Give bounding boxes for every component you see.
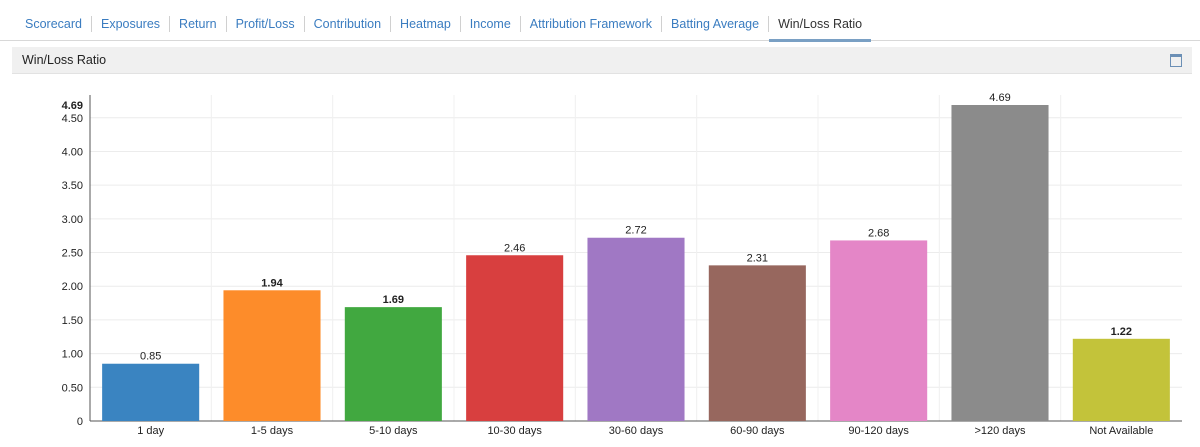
tab-scorecard[interactable]: Scorecard [25,17,82,31]
tab-return[interactable]: Return [169,16,226,32]
bar-3 [344,307,442,421]
bar-9 [1072,338,1170,421]
tab-list: Scorecard Exposures Return Profit/Loss Contr… [16,15,872,42]
bar-data-label: 2.31 [747,252,768,264]
y-tick-label: 0.50 [62,382,83,394]
x-tick-label: 10-30 days [487,425,542,437]
x-tick-label: >120 days [974,425,1026,437]
y-tick-label: 3.50 [62,180,83,192]
win-loss-bar-chart: 00.501.001.502.002.503.003.504.004.504.6… [62,92,1182,437]
tab-income[interactable]: Income [459,16,520,32]
tab-batting-average[interactable]: Batting Average [661,16,768,32]
x-tick-label: 1 day [137,425,164,437]
y-max-label: 4.69 [62,100,83,112]
y-tick-label: 1.50 [62,315,83,327]
bar-4 [466,255,564,421]
panel-title: Win/Loss Ratio [22,53,107,67]
x-tick-label: 30-60 days [609,425,664,437]
tab-exposures[interactable]: Exposures [90,16,169,32]
bar-5 [587,237,685,421]
bar-data-label: 1.94 [261,277,283,289]
maximize-icon[interactable] [1170,54,1182,67]
bar-1 [102,363,200,421]
y-tick-label: 0 [77,416,83,428]
y-tick-label: 1.00 [62,349,83,361]
bar-data-label: 1.69 [383,294,404,306]
tab-attribution-framework[interactable]: Attribution Framework [519,16,661,32]
tab-win-loss-ratio[interactable]: Win/Loss Ratio [768,16,872,42]
bar-data-label: 1.22 [1111,326,1132,338]
tab-heatmap[interactable]: Heatmap [390,16,460,32]
bar-8 [951,105,1049,421]
bar-6 [708,265,806,421]
bar-data-label: 0.85 [140,351,161,363]
bar-data-label: 4.69 [989,92,1010,104]
y-tick-label: 3.00 [62,214,83,226]
y-tick-label: 2.00 [62,281,83,293]
bar-data-label: 2.68 [868,227,889,239]
x-tick-label: 5-10 days [369,425,418,437]
tab-bar: Scorecard Exposures Return Profit/Loss Contr… [0,0,1200,42]
bar-2 [223,290,321,421]
y-tick-label: 2.50 [62,248,83,260]
x-tick-label: Not Available [1089,425,1153,437]
x-tick-label: 1-5 days [251,425,294,437]
bar-7 [830,240,928,421]
tab-contribution[interactable]: Contribution [303,16,390,32]
tab-profit-loss[interactable]: Profit/Loss [225,16,304,32]
bar-data-label: 2.72 [625,225,646,237]
y-tick-label: 4.00 [62,146,83,158]
y-tick-label: 4.50 [62,113,83,125]
x-tick-label: 90-120 days [848,425,909,437]
x-tick-label: 60-90 days [730,425,785,437]
bar-data-label: 2.46 [504,242,525,254]
panel-header: Win/Loss Ratio [12,47,1192,74]
